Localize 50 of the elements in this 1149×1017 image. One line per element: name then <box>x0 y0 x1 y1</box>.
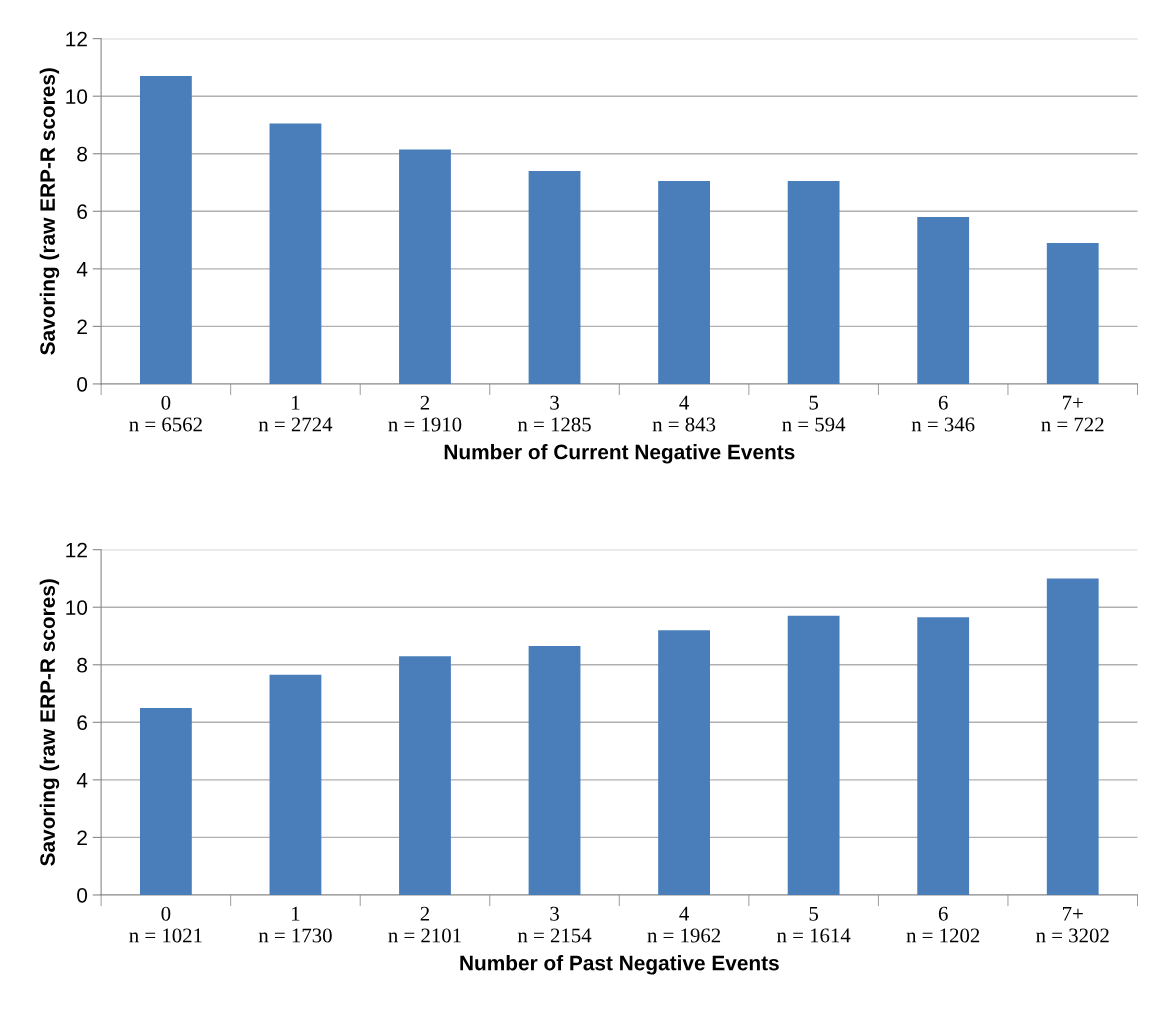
x-tick-label: 7+ n = 3202 <box>1036 906 1109 943</box>
x-tick-label: 5 n = 594 <box>782 395 846 432</box>
x-tick-label: 2 n = 1910 <box>388 395 462 432</box>
x-tick-label: 2 n = 2101 <box>388 906 461 943</box>
bar <box>917 217 970 384</box>
y-axis-title: Savoring (raw ERP-R scores) <box>39 579 60 866</box>
x-tick-label: 7+ n = 722 <box>1041 395 1104 432</box>
bar <box>528 646 581 895</box>
bar <box>1046 242 1099 384</box>
y-tick-label: 12 <box>66 31 87 47</box>
y-tick-label: 2 <box>77 319 87 334</box>
bar <box>658 181 710 384</box>
y-axis-title: Savoring (raw ERP-R scores) <box>39 68 60 355</box>
bar <box>139 707 192 895</box>
x-tick-label: 0 n = 1021 <box>129 906 202 943</box>
y-tick-label: 12 <box>66 542 87 558</box>
y-tick-label: 4 <box>76 773 88 788</box>
y-tick-label: 6 <box>77 204 87 220</box>
x-tick-label: 1 n = 2724 <box>258 395 333 432</box>
bar <box>917 617 970 895</box>
x-axis-title: Number of Current Negative Events <box>444 444 795 464</box>
x-axis-title: Number of Past Negative Events <box>460 955 779 975</box>
x-tick-label: 0 n = 6562 <box>129 395 202 432</box>
y-tick-label: 8 <box>77 657 88 673</box>
x-tick-label: 6 n = 346 <box>911 395 975 432</box>
y-tick-label: 0 <box>77 887 88 903</box>
x-tick-label: 4 n = 843 <box>652 395 716 432</box>
bar <box>399 149 451 384</box>
bar <box>787 615 840 895</box>
x-tick-label: 5 n = 1614 <box>776 906 851 943</box>
bar <box>139 76 192 384</box>
y-tick-label: 10 <box>66 600 88 615</box>
x-tick-label: 3 n = 1285 <box>517 395 591 432</box>
bar <box>787 181 840 384</box>
y-tick-label: 6 <box>77 715 87 731</box>
bar <box>269 674 322 895</box>
y-tick-label: 4 <box>76 262 88 277</box>
x-tick-label: 6 n = 1202 <box>906 906 980 943</box>
bar <box>1046 578 1099 895</box>
x-tick-label: 1 n = 1730 <box>258 906 332 943</box>
y-tick-label: 2 <box>77 830 87 845</box>
bar <box>658 630 710 895</box>
y-tick-label: 8 <box>77 146 88 162</box>
x-tick-label: 3 n = 2154 <box>517 906 592 943</box>
x-tick-label: 4 n = 1962 <box>647 906 721 943</box>
bar <box>269 123 322 384</box>
bar <box>528 171 581 384</box>
y-tick-label: 0 <box>77 376 88 392</box>
bar <box>399 656 451 895</box>
y-tick-label: 10 <box>66 89 88 104</box>
